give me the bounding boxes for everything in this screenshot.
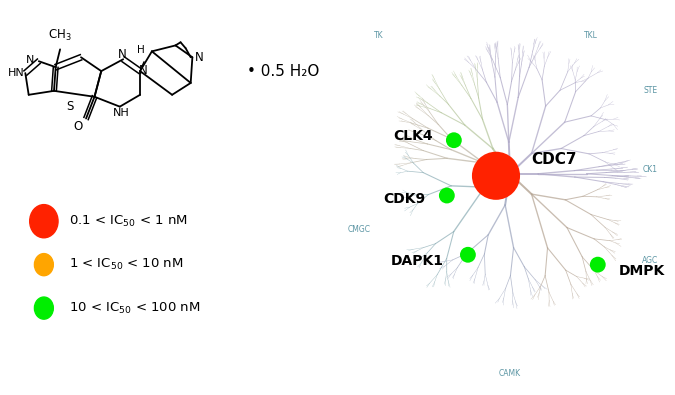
Text: N: N	[26, 55, 34, 65]
Text: STE: STE	[643, 87, 657, 95]
Point	[462, 252, 473, 258]
Text: CLK4: CLK4	[393, 129, 433, 143]
Text: DAPK1: DAPK1	[390, 254, 443, 268]
Text: CDC7: CDC7	[531, 152, 576, 167]
Circle shape	[30, 205, 58, 238]
Text: N: N	[195, 51, 204, 64]
Text: O: O	[74, 120, 83, 133]
Point	[593, 261, 603, 268]
Text: TKL: TKL	[584, 31, 597, 40]
Circle shape	[34, 254, 53, 276]
Text: 1 < IC$_{50}$ < 10 nM: 1 < IC$_{50}$ < 10 nM	[69, 257, 184, 272]
Point	[441, 192, 452, 199]
Text: HN: HN	[8, 68, 24, 78]
Point	[491, 173, 502, 179]
Text: H: H	[137, 45, 145, 55]
Text: N: N	[118, 48, 126, 61]
Text: DMPK: DMPK	[619, 263, 665, 278]
Text: S: S	[67, 100, 74, 113]
Text: 0.1 < IC$_{50}$ < 1 nM: 0.1 < IC$_{50}$ < 1 nM	[69, 214, 188, 229]
Text: CK1: CK1	[643, 166, 658, 174]
Circle shape	[34, 297, 53, 319]
Text: NH: NH	[113, 107, 130, 118]
Text: CMGC: CMGC	[348, 225, 371, 233]
Text: TK: TK	[373, 31, 383, 40]
Text: • 0.5 H₂O: • 0.5 H₂O	[247, 64, 320, 79]
Text: AGC: AGC	[643, 256, 659, 265]
Text: CH$_3$: CH$_3$	[48, 28, 72, 43]
Text: CDK9: CDK9	[383, 192, 426, 207]
Point	[448, 137, 459, 143]
Text: 10 < IC$_{50}$ < 100 nM: 10 < IC$_{50}$ < 100 nM	[69, 301, 200, 316]
Text: CAMK: CAMK	[499, 369, 521, 378]
Text: N: N	[138, 64, 147, 77]
